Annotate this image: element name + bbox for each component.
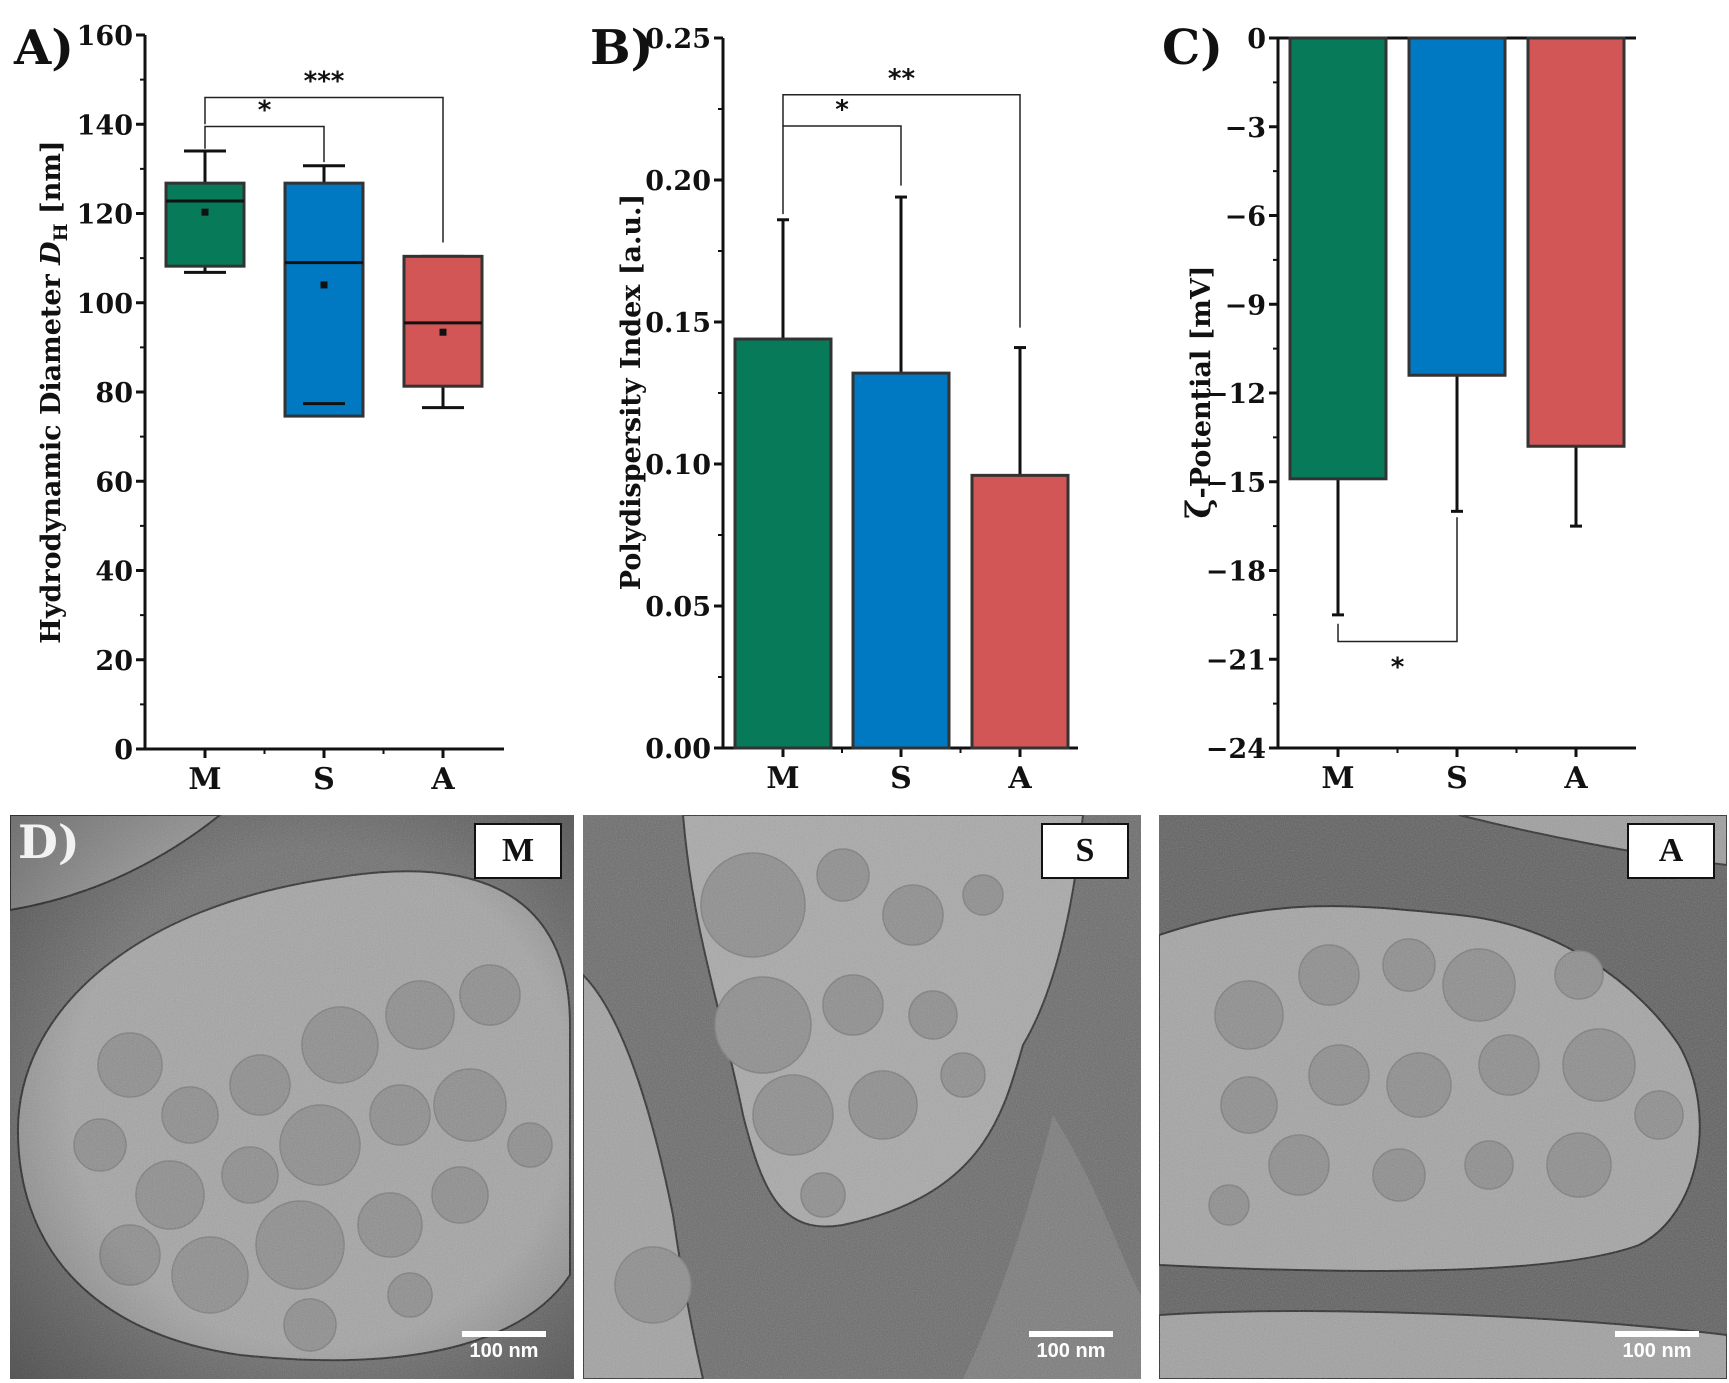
y-tick-label: −18 [1206, 557, 1266, 588]
y-tick-label: 60 [95, 467, 133, 498]
y-tick-label: 0.05 [645, 592, 711, 623]
x-tick-label: S [313, 762, 335, 797]
scale-bar-line [1029, 1331, 1113, 1337]
y-axis-title-a-var: D [36, 241, 67, 266]
y-tick-label: 0.20 [645, 166, 711, 197]
tem-tag-a: A [1627, 823, 1715, 879]
scale-bar-m: 100 nm [462, 1331, 546, 1361]
y-tick-label: 160 [77, 21, 133, 52]
y-tick-label: −24 [1206, 734, 1266, 765]
tem-image-m: D) M 100 nm [10, 815, 574, 1379]
tem-micrograph-a [1159, 815, 1727, 1379]
bar [733, 337, 833, 750]
bar-m [1288, 36, 1388, 617]
chart-c-zeta-potential: C) ζ-Potential [mV] 0 −3 −6 −9 −12 −15 −18 −21 −… [1162, 20, 1636, 796]
y-axis-title-a-suffix: [nm] [36, 140, 67, 223]
y-tick-label: 0.25 [645, 24, 711, 55]
y-tick-label: 0.00 [645, 734, 711, 765]
y-tick-label: 80 [95, 378, 133, 409]
tem-tag-s: S [1041, 823, 1129, 879]
bar [970, 473, 1070, 750]
chart-b-polydispersity: B) Polydispersity Index [a.u.] 0.00 0.05 0… [590, 20, 1078, 796]
y-tick-label: 0.10 [645, 450, 711, 481]
significance-bracket [204, 125, 325, 163]
panel-label-a: A) [13, 20, 74, 76]
y-axis-title-b: Polydispersity Index [a.u.] [616, 194, 647, 590]
bar-a [1526, 36, 1626, 528]
iqr-box [164, 181, 246, 268]
bar-s [1407, 36, 1507, 513]
significance-bracket [204, 96, 444, 243]
scale-bar-line [462, 1331, 546, 1337]
y-axis-title-a-prefix: Hydrodynamic Diameter [36, 265, 67, 644]
scale-bar-label: 100 nm [469, 1340, 539, 1362]
significance-bracket [1337, 517, 1458, 643]
significance-marker: * [1391, 653, 1405, 683]
bar [1526, 36, 1626, 448]
y-tick-label: 120 [77, 200, 133, 231]
significance-bracket [782, 94, 1021, 328]
scale-bar-a: 100 nm [1615, 1331, 1699, 1361]
tem-micrograph-m [10, 815, 574, 1379]
significance-marker: * [835, 95, 849, 125]
bar-m [733, 218, 833, 750]
y-axis-title-a-sub: H [50, 223, 72, 241]
x-tick-label: A [1563, 761, 1588, 796]
bar-s [851, 195, 951, 750]
x-tick-label: S [890, 761, 912, 796]
y-tick-label: −9 [1225, 290, 1266, 321]
tem-image-s: S 100 nm [583, 815, 1141, 1379]
scale-bar-line [1615, 1331, 1699, 1337]
x-tick-label: S [1446, 761, 1468, 796]
y-tick-label: −3 [1225, 113, 1266, 144]
box-a [402, 254, 484, 410]
y-tick-label: 40 [95, 557, 133, 588]
iqr-box [283, 181, 365, 418]
chart-a-hydrodynamic-diameter: A) Hydrodynamic Diameter DH [nm] 0 20 40 60… [13, 20, 504, 797]
tem-image-a: A 100 nm [1159, 815, 1727, 1379]
y-tick-label: −15 [1206, 468, 1266, 499]
scale-bar-label: 100 nm [1036, 1340, 1106, 1362]
bar [1288, 36, 1388, 481]
x-tick-label: A [1007, 761, 1032, 796]
tem-tag-m: M [474, 823, 562, 879]
tem-micrograph-s [583, 815, 1141, 1379]
bar [851, 371, 951, 750]
y-tick-label: −21 [1206, 645, 1266, 676]
x-tick-label: M [188, 762, 221, 797]
y-axis-title-c-rest: -Potential [mV] [1186, 265, 1217, 498]
scale-bar-label: 100 nm [1622, 1340, 1692, 1362]
y-tick-label: 0 [114, 735, 133, 766]
y-axis-title-c: ζ-Potential [mV] [1179, 265, 1219, 518]
panel-label-d: D) [18, 815, 80, 869]
panel-label-c: C) [1162, 20, 1223, 76]
significance-marker: * [258, 95, 272, 125]
mean-marker [201, 208, 209, 216]
significance-marker: *** [304, 66, 345, 96]
y-tick-label: 0 [1247, 24, 1266, 55]
x-tick-label: A [430, 762, 455, 797]
y-tick-label: 0.15 [645, 308, 711, 339]
mean-marker [439, 328, 447, 336]
significance-bracket [782, 125, 902, 215]
iqr-box [402, 254, 484, 388]
bar [1407, 36, 1507, 377]
box-s [283, 164, 365, 418]
scale-bar-s: 100 nm [1029, 1331, 1113, 1361]
x-tick-label: M [766, 761, 799, 796]
y-tick-label: 140 [77, 110, 133, 141]
y-tick-label: −12 [1206, 379, 1266, 410]
panel-label-b: B) [590, 20, 653, 76]
significance-marker: ** [888, 64, 916, 94]
y-tick-label: 100 [77, 289, 133, 320]
box-m [164, 149, 246, 274]
bar-a [970, 346, 1070, 750]
mean-marker [320, 281, 328, 289]
x-tick-label: M [1321, 761, 1354, 796]
y-tick-label: 20 [95, 646, 133, 677]
y-tick-label: −6 [1225, 202, 1266, 233]
y-axis-title-a: Hydrodynamic Diameter DH [nm] [36, 140, 72, 643]
zeta-symbol: ζ [1179, 498, 1219, 518]
